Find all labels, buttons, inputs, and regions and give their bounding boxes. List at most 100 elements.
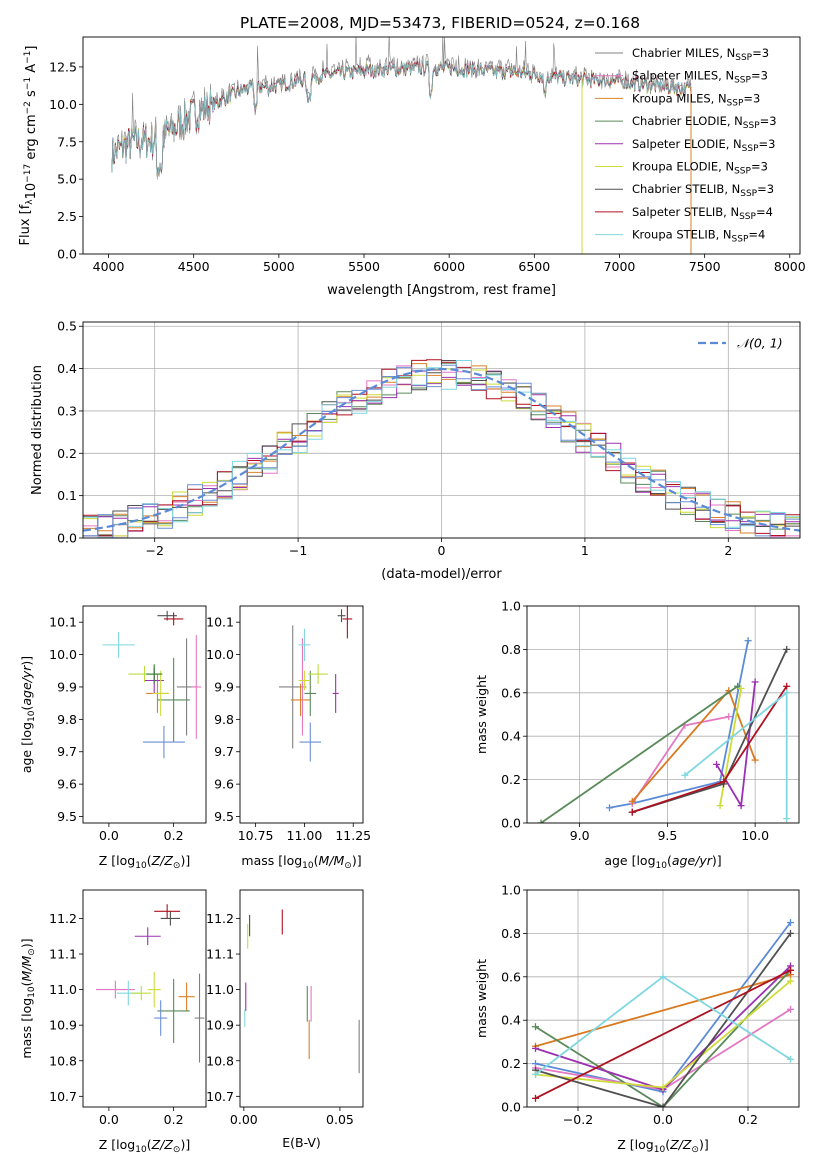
weight-line (540, 685, 739, 823)
label-part: =3 (743, 91, 760, 105)
y-tick-label: 11.2 (49, 911, 77, 926)
x-tick-label: 0.2 (738, 1112, 758, 1127)
x-tick-label: 11.25 (335, 828, 371, 843)
subscript: SSP (732, 235, 749, 245)
x-axis-label: (data-model)/error (381, 567, 502, 582)
superscript: −2 (23, 101, 33, 114)
subscript: 10 (27, 710, 37, 722)
y-tick-label: 0.1 (57, 488, 77, 503)
y-tick-label: 11.0 (206, 982, 234, 997)
label-part: ( (147, 1137, 152, 1152)
y-tick-label: 10.1 (206, 615, 234, 630)
subscript: SSP (735, 53, 752, 63)
y-tick-label: 0.6 (501, 969, 521, 984)
subscript: λ (25, 199, 35, 205)
x-tick-label: −2 (145, 543, 163, 558)
x-tick-label: 0.00 (230, 1112, 258, 1127)
age_vs_mass-panel: 10.75 11.00 11.25 9.5 9.6 9.7 9.8 9.9 10.0 10.1 ma… (206, 605, 371, 871)
label-part: )] (19, 938, 34, 948)
figure-title: PLATE=2008, MJD=53473, FIBERID=0524, z=0… (240, 14, 640, 32)
superscript: −1 (23, 51, 33, 64)
histogram-step (83, 364, 800, 538)
x-axis-label: E(B-V) (282, 1135, 321, 1150)
label-part: =4 (748, 228, 765, 242)
age_vs_Z-panel: 0.0 0.2 9.5 9.6 9.7 9.8 9.9 10.0 10.1 Z [log10(Z/… (19, 605, 207, 871)
x-tick-label: 2 (724, 543, 732, 558)
label-part: ] (24, 46, 39, 51)
y-tick-label: 0.8 (501, 926, 521, 941)
legend-entry: Chabrier MILES, NSSP=3 (632, 46, 769, 63)
x-tick-label: 0.0 (99, 1112, 119, 1127)
spectrum-data-line (111, 37, 692, 179)
label-part: ( (19, 706, 34, 711)
label-part: =3 (751, 160, 768, 174)
y-tick-label: 0.6 (501, 685, 521, 700)
y-tick-label: 11.2 (206, 911, 234, 926)
x-tick-label: 0.2 (164, 1112, 184, 1127)
y-tick-label: 9.8 (214, 712, 234, 727)
error-bar-group (244, 909, 360, 1074)
y-tick-label: 10.9 (206, 1018, 234, 1033)
x-tick-label: 5000 (263, 259, 295, 274)
y-tick-label: 0.8 (501, 642, 521, 657)
y-tick-label: 9.9 (57, 679, 77, 694)
x-tick-label: 7500 (689, 259, 721, 274)
subscript: 10 (656, 861, 668, 871)
y-tick-label: 9.6 (57, 777, 77, 792)
y-tick-label: 2.5 (57, 209, 77, 224)
axes-frame (239, 889, 364, 1108)
y-tick-label: 9.6 (214, 777, 234, 792)
label-part: =3 (751, 69, 768, 83)
x-tick-label: 4500 (178, 259, 210, 274)
label-part: erg cm (24, 114, 39, 163)
error-bar-group (102, 610, 202, 759)
y-tick-label: 1.0 (501, 883, 521, 898)
y-tick-label: 11.1 (49, 947, 77, 962)
mass_vs_Z-panel: 0.0 0.2 10.7 10.8 10.9 11.0 11.1 11.2 Z [log10(Z… (19, 889, 207, 1155)
y-tick-label: 0.4 (501, 1013, 521, 1028)
label-part: M/M (319, 853, 345, 868)
subscript: ⊙ (27, 948, 37, 956)
legend-entry: Kroupa MILES, NSSP=3 (632, 91, 760, 108)
y-tick-label: 10.9 (49, 1018, 77, 1033)
label-part: )] (699, 1137, 709, 1152)
label-part: ( (19, 981, 34, 986)
x-tick-label: −0.2 (563, 1112, 593, 1127)
y-tick-label: 10.0 (49, 647, 77, 662)
axes-frame (526, 605, 800, 824)
legend-entry: Chabrier ELODIE, NSSP=3 (632, 114, 777, 131)
y-tick-label: 5.0 (57, 172, 77, 187)
label-part: )] (712, 853, 722, 868)
axes-frame (82, 605, 207, 824)
subscript: SSP (727, 98, 744, 108)
label-part: age/yr (19, 665, 34, 706)
x-tick-label: 5500 (348, 259, 380, 274)
mass_vs_EBV-panel: 0.00 0.05 10.7 10.8 10.9 11.0 11.1 11.2 E(B-V) (206, 889, 364, 1150)
y-tick-label: 10.7 (49, 1089, 77, 1104)
y-tick-label: 10.1 (49, 615, 77, 630)
y-tick-label: 0.2 (501, 772, 521, 787)
histogram-group (83, 359, 800, 538)
subscript: SSP (734, 76, 751, 86)
legend-entry: Chabrier STELIB, NSSP=3 (632, 182, 774, 199)
subscript: 10 (135, 1145, 147, 1155)
label-part: =4 (756, 205, 773, 219)
superscript: −17 (23, 164, 33, 183)
legend-entry: Salpeter STELIB, NSSP=4 (632, 205, 773, 222)
x-tick-label: 4000 (93, 259, 125, 274)
subscript: 10 (654, 1145, 666, 1155)
axes-frame (82, 321, 801, 539)
y-axis-label: Flux [fλ10−17 erg cm−2 s−1 A−1] (18, 46, 39, 246)
mass_weight_vs_Z-panel: −0.2 0.0 0.2 0.0 0.2 0.4 0.6 0.8 1.0 Z [log10(Z/Z… (474, 883, 800, 1155)
y-tick-label: 11.0 (49, 982, 77, 997)
subscript: 10 (135, 861, 147, 871)
subscript: SSP (740, 189, 757, 199)
mass_weight_vs_age-panel: 9.0 9.5 10.0 0.0 0.2 0.4 0.6 0.8 1.0 age [log10(a… (474, 599, 800, 871)
subscript: 10 (302, 861, 314, 871)
weight-line (535, 973, 791, 1048)
x-tick-label: 7000 (604, 259, 636, 274)
label-part: M/M (19, 955, 34, 981)
subscript: 10 (27, 986, 37, 998)
subscript: SSP (734, 167, 751, 177)
y-tick-label: 10.0 (49, 97, 77, 112)
